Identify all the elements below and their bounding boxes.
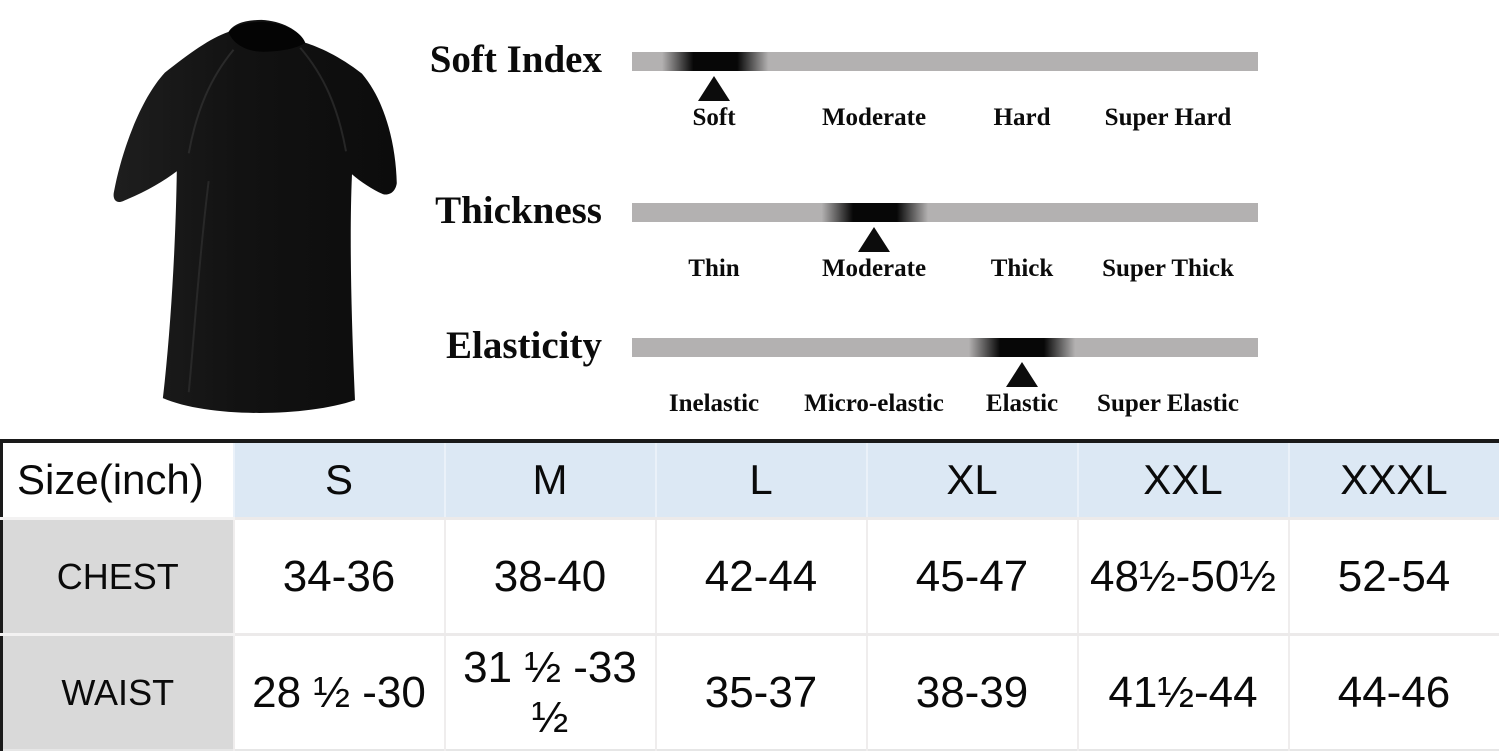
size-col-m: M (443, 441, 656, 519)
tshirt-fold-highlight (187, 181, 210, 393)
scale-label-hard: Hard (993, 104, 1051, 131)
waist-row-label: WAIST (1, 633, 234, 750)
tshirt-body (113, 19, 397, 413)
chest-xxl: 48½-50½ (1076, 517, 1289, 635)
chest-xl: 45-47 (865, 517, 1078, 635)
scale-label-thick: Thick (990, 255, 1054, 282)
marker-triangle-icon (1006, 362, 1038, 387)
chest-row-label: CHEST (1, 517, 234, 635)
scale-label-inelastic: Inelastic (668, 390, 760, 417)
elasticity-bar (632, 338, 1258, 357)
tshirt-product-image (113, 19, 397, 413)
size-col-l: L (654, 441, 867, 519)
scale-label-super-hard: Super Hard (1104, 104, 1232, 131)
thickness-bar (632, 203, 1258, 222)
waist-xxxl: 44-46 (1287, 633, 1499, 750)
chest-row: CHEST 34-36 38-40 42-44 45-47 48½-50½ 52… (1, 517, 1499, 635)
scale-label-moderate: Moderate (821, 255, 927, 282)
tshirt-collar (228, 21, 306, 52)
waist-m: 31 ½ -33 ½ (443, 633, 656, 750)
chest-s: 34-36 (232, 517, 445, 635)
scale-label-micro-elastic: Micro-elastic (804, 390, 944, 417)
size-table-header-row: Size(inch) S M L XL XXL XXXL (1, 441, 1499, 519)
chest-m: 38-40 (443, 517, 656, 635)
waist-row: WAIST 28 ½ -30 31 ½ -33 ½ 35-37 38-39 41… (1, 633, 1499, 750)
size-table-title: Size(inch) (1, 441, 234, 519)
chest-l: 42-44 (654, 517, 867, 635)
waist-s: 28 ½ -30 (232, 633, 445, 750)
marker-triangle-icon (698, 76, 730, 101)
scale-label-super-elastic: Super Elastic (1097, 390, 1239, 417)
scale-label-thin: Thin (688, 255, 740, 282)
chest-xxxl: 52-54 (1287, 517, 1499, 635)
size-col-xxxl: XXXL (1287, 441, 1499, 519)
waist-l: 35-37 (654, 633, 867, 750)
elasticity-title: Elasticity (446, 324, 602, 367)
tshirt-raglan-seam-left (187, 49, 235, 154)
soft-index-title: Soft Index (429, 38, 602, 81)
scale-label-soft: Soft (692, 104, 736, 131)
scale-label-moderate: Moderate (821, 104, 927, 131)
tshirt-raglan-seam-right (299, 47, 347, 152)
waist-xxl: 41½-44 (1076, 633, 1289, 750)
waist-xl: 38-39 (865, 633, 1078, 750)
marker-triangle-icon (858, 227, 890, 252)
size-col-xl: XL (865, 441, 1078, 519)
size-col-xxl: XXL (1076, 441, 1289, 519)
scale-label-super-thick: Super Thick (1102, 255, 1234, 282)
thickness-title: Thickness (435, 189, 602, 232)
soft-index-bar (632, 52, 1258, 71)
size-col-s: S (232, 441, 445, 519)
size-table: Size(inch) S M L XL XXL XXXL CHEST 34-36… (0, 439, 1499, 751)
scale-label-elastic: Elastic (985, 390, 1059, 417)
